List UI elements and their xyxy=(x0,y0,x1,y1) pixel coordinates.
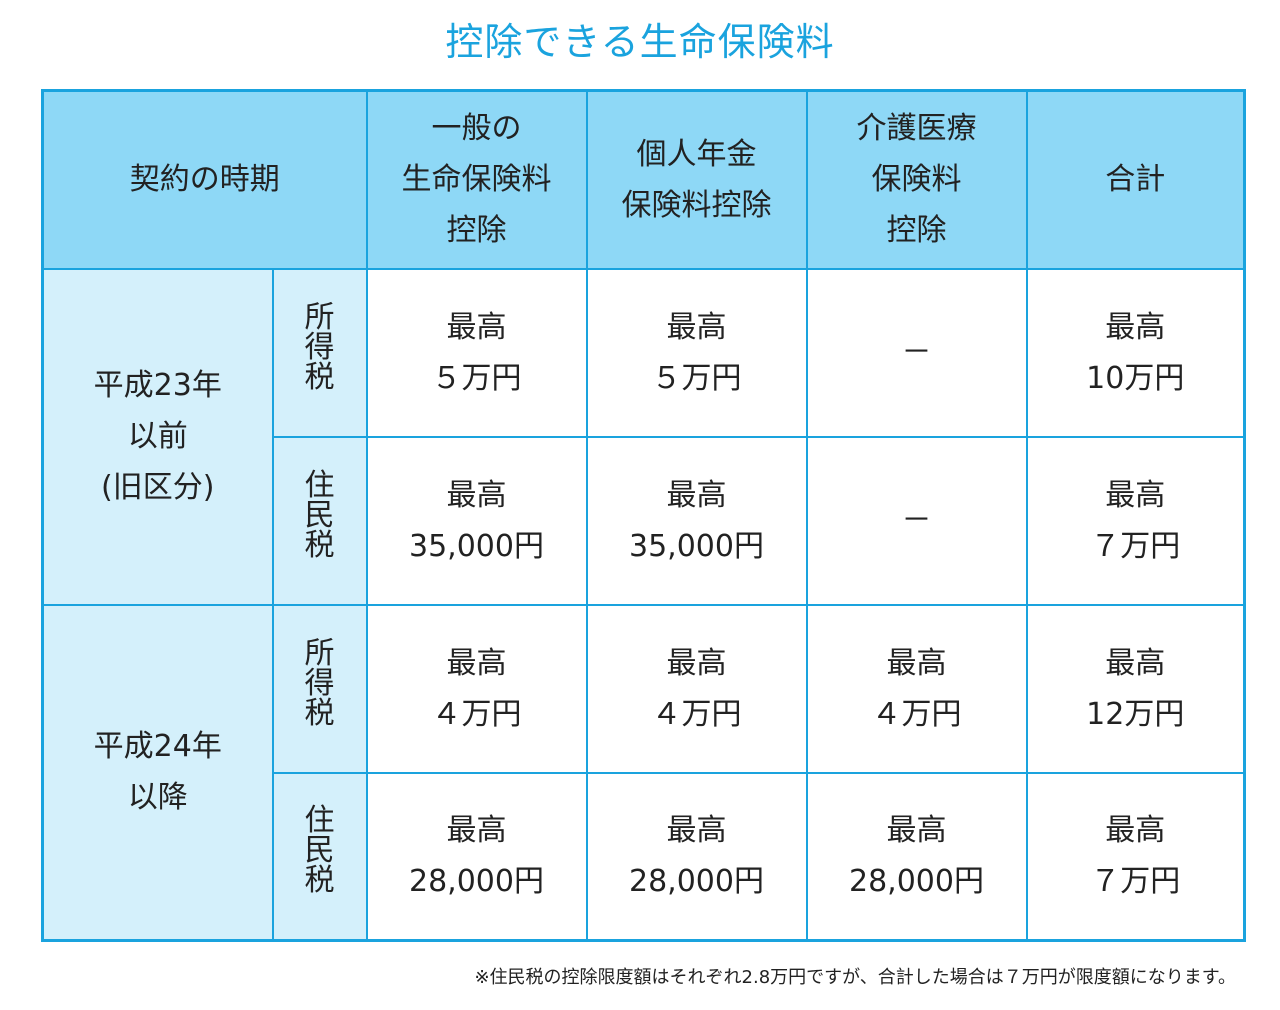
pension-cell: 最高 28,000円 xyxy=(585,771,808,942)
table-row: 平成23年 以前 (旧区分) 所得税 最高 ５万円 最高 ５万円 － 最高 10… xyxy=(41,267,1246,606)
total-cell: 最高 ７万円 xyxy=(1025,435,1246,606)
header-general: 一般の 生命保険料 控除 xyxy=(365,89,588,270)
header-pension: 個人年金 保険料控除 xyxy=(585,89,808,270)
general-cell: 最高 35,000円 xyxy=(365,435,588,606)
pension-cell: 最高 ５万円 xyxy=(585,267,808,438)
header-care: 介護医療 保険料 控除 xyxy=(805,89,1028,270)
period-cell: 平成24年 以降 xyxy=(41,603,274,942)
pension-cell: 最高 35,000円 xyxy=(585,435,808,606)
general-cell: 最高 ４万円 xyxy=(365,603,588,774)
general-cell: 最高 28,000円 xyxy=(365,771,588,942)
tax-type-label: 所得税 xyxy=(304,635,335,731)
care-cell: － xyxy=(805,267,1028,438)
footnote: ※住民税の控除限度額はそれぞれ2.8万円ですが、合計した場合は７万円が限度額にな… xyxy=(474,967,1236,988)
tax-type-cell: 住民税 xyxy=(271,771,368,942)
tax-type-label: 住民税 xyxy=(304,467,335,563)
care-cell: 最高 28,000円 xyxy=(805,771,1028,942)
tax-type-label: 所得税 xyxy=(304,299,335,395)
total-cell: 最高 ７万円 xyxy=(1025,771,1246,942)
total-cell: 最高 10万円 xyxy=(1025,267,1246,438)
tax-type-label: 住民税 xyxy=(304,803,335,899)
header-period: 契約の時期 xyxy=(41,89,368,270)
table-row: 住民税 最高 35,000円 最高 35,000円 － 最高 ７万円 xyxy=(43,435,1246,606)
pension-cell: 最高 ４万円 xyxy=(585,603,808,774)
care-cell: 最高 ４万円 xyxy=(805,603,1028,774)
tax-type-cell: 所得税 xyxy=(271,603,368,774)
total-cell: 最高 12万円 xyxy=(1025,603,1246,774)
tax-type-cell: 住民税 xyxy=(271,435,368,606)
table-row: 住民税 最高 28,000円 最高 28,000円 最高 28,000円 最高 … xyxy=(43,771,1246,942)
tax-type-cell: 所得税 xyxy=(271,267,368,438)
header-total: 合計 xyxy=(1025,89,1246,270)
care-cell: － xyxy=(805,435,1028,606)
page-title: 控除できる生命保険料 xyxy=(445,20,835,64)
period-cell: 平成23年 以前 (旧区分) xyxy=(41,267,274,606)
table-row: 平成24年 以降 所得税 最高 ４万円 最高 ４万円 最高 ４万円 最高 12万… xyxy=(41,603,1246,942)
general-cell: 最高 ５万円 xyxy=(365,267,588,438)
deduction-table: 契約の時期 一般の 生命保険料 控除 個人年金 保険料控除 介護医療 保険料 控… xyxy=(41,89,1246,942)
header-row: 契約の時期 一般の 生命保険料 控除 個人年金 保険料控除 介護医療 保険料 控… xyxy=(41,89,1246,270)
